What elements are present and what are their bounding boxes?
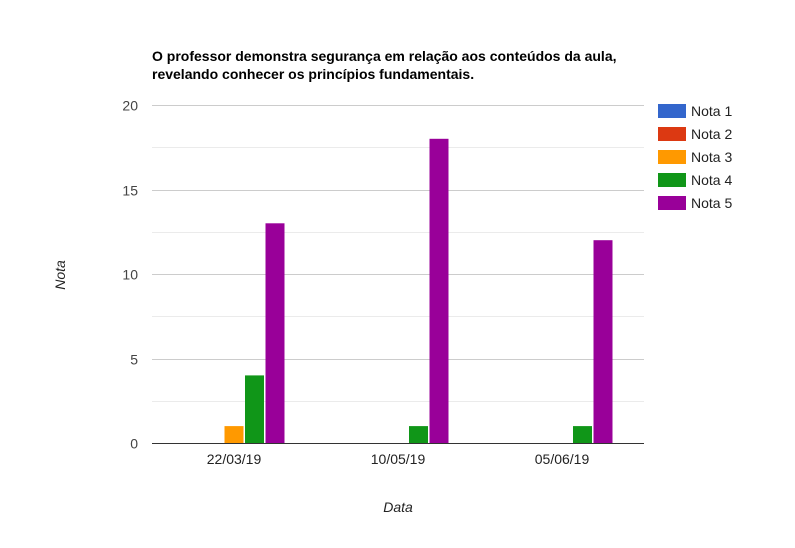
- bar-nota-5: [265, 223, 285, 443]
- legend-item: Nota 5: [658, 195, 732, 211]
- legend-item: Nota 1: [658, 103, 732, 119]
- legend-label: Nota 4: [691, 172, 732, 188]
- x-axis-label: Data: [383, 499, 413, 515]
- gridlines: [152, 105, 644, 402]
- bar-nota-4: [245, 375, 264, 443]
- legend-item: Nota 3: [658, 149, 732, 165]
- legend-swatch: [658, 127, 686, 141]
- chart-title-line-2: revelando conhecer os princípios fundame…: [152, 66, 474, 82]
- bars: [224, 138, 613, 444]
- x-axis-ticks: 22/03/19 10/05/19 05/06/19: [207, 451, 590, 467]
- y-axis-ticks: 0 5 10 15 20: [122, 98, 138, 452]
- bar-nota-4: [573, 426, 592, 443]
- bar-nota-3: [224, 426, 244, 443]
- y-axis-label: Nota: [52, 260, 68, 290]
- y-tick-label: 0: [130, 436, 138, 452]
- x-tick-label: 22/03/19: [207, 451, 262, 467]
- bar-nota-4: [409, 426, 428, 443]
- y-tick-label: 20: [122, 98, 138, 114]
- legend-swatch: [658, 104, 686, 118]
- y-tick-label: 10: [122, 267, 138, 283]
- legend-swatch: [658, 196, 686, 210]
- y-tick-label: 15: [122, 183, 138, 199]
- legend-label: Nota 5: [691, 195, 732, 211]
- legend: Nota 1 Nota 2 Nota 3 Nota 4 Nota 5: [658, 103, 732, 211]
- legend-label: Nota 3: [691, 149, 732, 165]
- x-tick-label: 10/05/19: [371, 451, 426, 467]
- y-tick-label: 5: [130, 352, 138, 368]
- legend-item: Nota 2: [658, 126, 732, 142]
- legend-swatch: [658, 173, 686, 187]
- bar-nota-5: [429, 138, 449, 444]
- bar-nota-5: [593, 240, 613, 443]
- legend-label: Nota 2: [691, 126, 732, 142]
- chart-title-line-1: O professor demonstra segurança em relaç…: [152, 48, 617, 64]
- legend-swatch: [658, 150, 686, 164]
- legend-item: Nota 4: [658, 172, 732, 188]
- legend-label: Nota 1: [691, 103, 732, 119]
- chart-title: O professor demonstra segurança em relaç…: [152, 48, 617, 82]
- x-tick-label: 05/06/19: [535, 451, 590, 467]
